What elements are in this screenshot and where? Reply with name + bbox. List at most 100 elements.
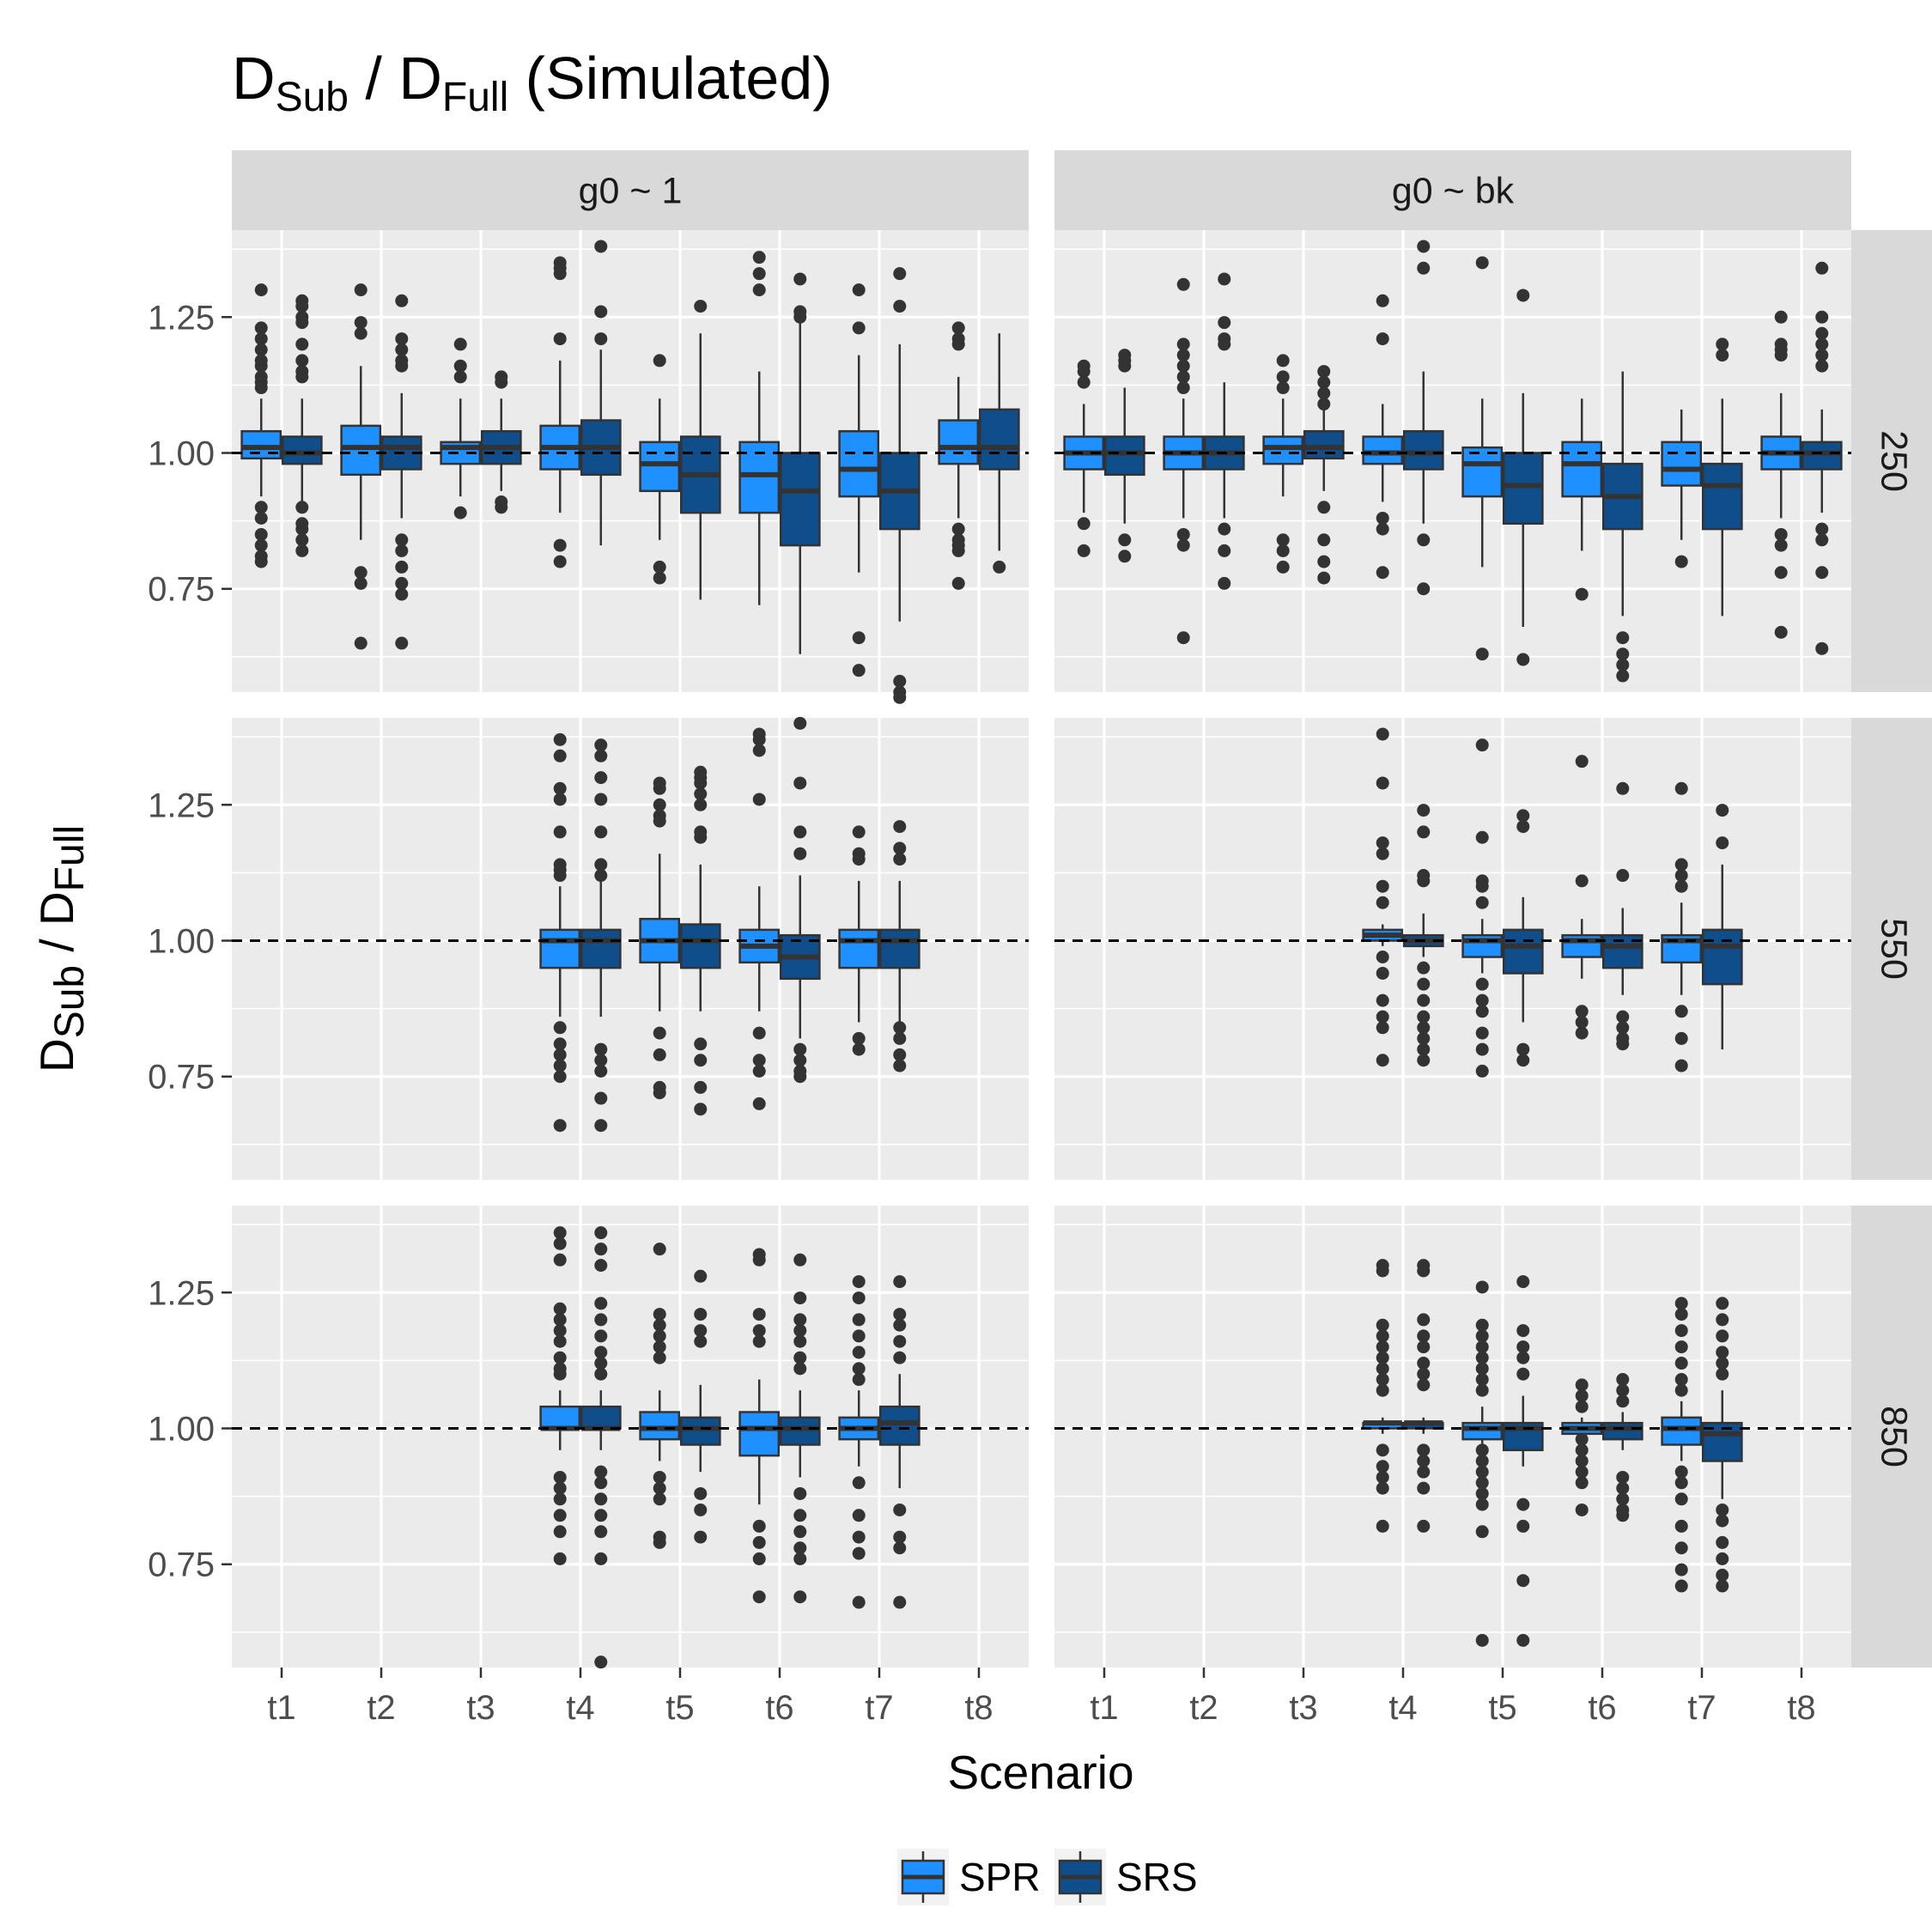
outlier-point (653, 814, 666, 828)
outlier-point (951, 576, 965, 590)
outlier-point (395, 294, 409, 307)
outlier-point (1176, 370, 1190, 384)
outlier-point (1417, 1454, 1431, 1467)
outlier-point (653, 1470, 666, 1484)
outlier-point (594, 1357, 608, 1370)
outlier-point (793, 825, 807, 839)
box-body (1502, 452, 1544, 526)
row-strip-label-850: 850 (1874, 1406, 1915, 1467)
outlier-point (1616, 669, 1630, 683)
outlier-point (852, 1291, 866, 1305)
outlier-point (1815, 641, 1829, 655)
outlier-point (395, 587, 409, 601)
outlier-point (653, 1318, 666, 1332)
outlier-point (694, 1530, 708, 1544)
outlier-point (1176, 381, 1190, 395)
outlier-point (1674, 1541, 1688, 1555)
outlier-point (594, 1346, 608, 1359)
outlier-point (1575, 1378, 1589, 1392)
outlier-point (553, 869, 567, 883)
outlier-point (1376, 1470, 1389, 1484)
outlier-point (1317, 533, 1331, 547)
outlier-point (893, 1059, 907, 1072)
outlier-point (1716, 1367, 1729, 1381)
outlier-point (395, 544, 409, 557)
outlier-point (752, 251, 766, 264)
box-body (978, 408, 1020, 471)
outlier-point (1616, 647, 1630, 661)
outlier-point (893, 841, 907, 855)
outlier-point (852, 1373, 866, 1387)
outlier-point (553, 1492, 567, 1506)
outlier-point (1475, 1280, 1489, 1294)
box-spr-t5 (639, 354, 681, 585)
row-strip-label-250: 250 (1874, 430, 1915, 492)
outlier-point (594, 1367, 608, 1381)
x-tick-label: t4 (566, 1689, 594, 1727)
ylabel-sub-label: Sub (47, 965, 93, 1038)
outlier-point (395, 332, 409, 346)
outlier-point (1218, 337, 1231, 351)
outlier-point (1516, 1633, 1530, 1647)
outlier-point (1616, 1394, 1630, 1408)
outlier-point (852, 1530, 866, 1544)
outlier-point (1575, 1476, 1589, 1490)
outlier-point (1674, 1465, 1688, 1479)
outlier-point (1417, 804, 1431, 817)
box-body (838, 429, 880, 498)
outlier-point (1674, 869, 1688, 883)
outlier-point (893, 1021, 907, 1035)
outlier-point (793, 1525, 807, 1539)
outlier-point (852, 825, 866, 839)
outlier-point (354, 566, 368, 580)
outlier-point (295, 337, 309, 351)
outlier-point (752, 1026, 766, 1040)
outlier-point (1317, 501, 1331, 514)
outlier-point (1317, 375, 1331, 389)
outlier-point (1376, 879, 1389, 893)
outlier-point (1475, 1042, 1489, 1056)
box-spr-t7 (1661, 781, 1703, 1072)
outlier-point (1674, 1031, 1688, 1045)
box-body (1701, 928, 1743, 986)
box-body (938, 419, 980, 465)
outlier-point (1376, 776, 1389, 790)
outlier-point (1417, 261, 1431, 275)
outlier-point (1218, 522, 1231, 536)
outlier-point (893, 1048, 907, 1061)
outlier-point (793, 847, 807, 860)
outlier-point (852, 1346, 866, 1359)
title-full-label: Full (442, 75, 508, 120)
outlier-point (1674, 1324, 1688, 1338)
box-spr-t6 (738, 727, 781, 1110)
outlier-point (893, 300, 907, 313)
outlier-point (1376, 1010, 1389, 1024)
outlier-point (1176, 337, 1190, 351)
outlier-point (1276, 381, 1290, 395)
outlier-point (1716, 1568, 1729, 1582)
box-spr-t7 (838, 283, 880, 677)
outlier-point (1376, 727, 1389, 741)
outlier-point (1176, 277, 1190, 291)
outlier-point (254, 527, 268, 541)
outlier-point (793, 1362, 807, 1376)
outlier-point (1616, 1010, 1630, 1024)
outlier-point (354, 316, 368, 330)
outlier-point (553, 1509, 567, 1522)
x-tick-label: t1 (1090, 1689, 1118, 1727)
y-tick-label: 0.75 (148, 1546, 215, 1584)
outlier-point (752, 1324, 766, 1338)
outlier-point (793, 1253, 807, 1267)
outlier-point (254, 555, 268, 568)
outlier-point (1716, 804, 1729, 817)
outlier-point (1376, 950, 1389, 963)
outlier-point (1815, 326, 1829, 340)
outlier-point (594, 1313, 608, 1327)
outlier-point (1475, 1383, 1489, 1397)
outlier-point (1475, 1633, 1489, 1647)
outlier-point (1276, 544, 1290, 557)
x-tick-label: t6 (765, 1689, 793, 1727)
x-tick-label: t8 (1787, 1689, 1815, 1727)
outlier-point (553, 1313, 567, 1327)
outlier-point (1276, 370, 1290, 384)
